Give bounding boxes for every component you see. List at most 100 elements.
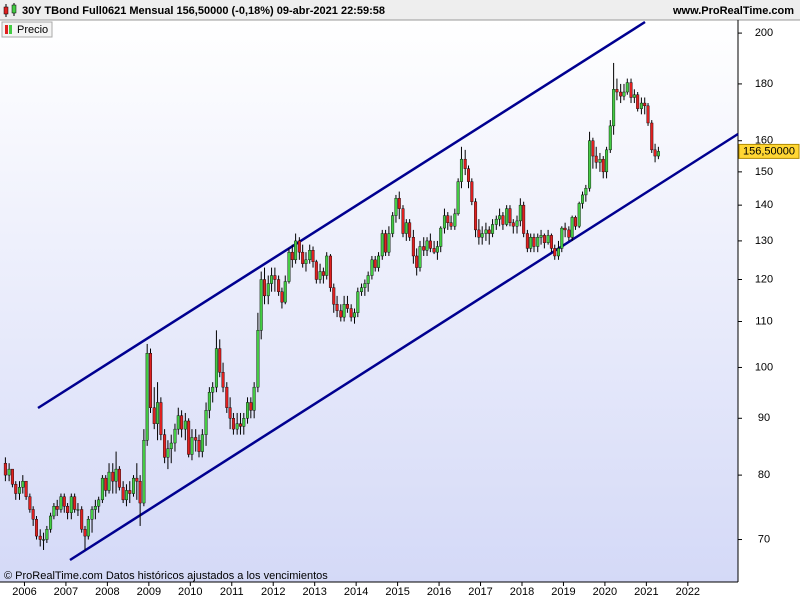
candle-body [246,402,250,419]
candle-body [225,386,229,408]
candle-body [328,255,332,288]
candle-body [142,440,146,504]
candle-body [598,158,602,163]
candle-body [459,158,463,182]
candle-body [52,506,56,517]
candle-body [228,407,232,419]
candle-body [588,140,592,189]
candle-body [470,181,474,202]
candle-body [449,222,453,227]
candle-body [321,271,325,276]
candle-body [283,281,287,303]
candle-body [97,499,101,507]
candle-body [650,122,654,151]
candle-body [132,477,136,494]
candle-body [467,168,471,182]
candle-body [615,89,619,93]
candle-body [332,287,336,305]
candle-body [277,279,281,292]
y-tick-label: 200 [755,27,773,39]
x-tick-label: 2015 [385,586,409,598]
site: www.ProRealTime.com [672,5,794,17]
candle-body [152,407,156,424]
candle-body [62,496,66,507]
candle-body [391,215,395,234]
candle-body [442,215,446,229]
y-tick-label: 80 [758,469,770,481]
candle-body [183,420,187,430]
candle-body [435,246,439,253]
candle-body [356,291,360,313]
x-tick-label: 2018 [510,586,534,598]
candle-body [107,471,111,491]
candle-body [518,204,522,222]
candle-body [553,248,557,257]
y-tick-label: 90 [758,412,770,424]
candle-body [546,235,550,243]
candle-body [294,240,298,261]
candle-body [505,208,509,225]
candle-body [242,418,246,427]
candle-body [93,506,97,510]
candle-body [456,181,460,215]
candle-body [314,261,318,280]
candle-body [453,213,457,227]
y-tick-label: 100 [755,361,773,373]
candle-body [563,227,567,231]
candle-body [218,348,222,373]
candle-body [567,229,571,238]
candle-body [363,283,367,288]
candle-body [549,235,553,249]
candle-body [80,509,84,530]
candle-body [370,259,374,276]
x-tick-label: 2022 [676,586,700,598]
candle-body [532,237,536,247]
x-tick-label: 2007 [54,586,78,598]
trend-line [69,132,739,562]
candle-body [477,229,481,238]
candle-body [335,304,339,311]
candle-body [360,287,364,292]
candle-body [138,480,142,504]
y-tick-label: 110 [755,315,773,327]
candle-body [266,283,270,297]
candle-body [90,509,94,520]
candle-body [200,434,204,452]
candle-body [646,105,650,124]
candle-body [656,151,660,157]
candle-body [345,304,349,309]
candle-body [287,251,291,282]
y-tick-label: 150 [755,166,773,178]
candle-body [69,496,73,513]
candle-body [38,535,42,540]
last-price-box [738,143,800,159]
candle-body [539,235,543,238]
candle-body [342,304,346,318]
legend-label: Precio [17,24,48,36]
candle-body [636,94,640,109]
candle-body [612,89,616,127]
candles [3,62,660,550]
candle-body [432,248,436,253]
y-tick-label: 140 [755,199,773,211]
x-tick-label: 2019 [551,586,575,598]
candle-body [211,386,215,393]
candle-body [159,402,163,435]
candle-body [197,440,201,452]
candle-body [484,229,488,234]
candle-body [570,217,574,238]
candle-body [573,217,577,227]
candle-body [190,437,194,455]
candle-body [235,423,239,430]
candle-body [639,102,643,109]
candle-body [325,255,329,276]
candle-body [259,279,263,331]
candle-body [643,102,647,107]
candle-body [176,415,180,430]
candle-body [474,201,478,231]
x-tick-label: 2013 [302,586,326,598]
candle-body [17,487,21,494]
y-tick-label: 70 [758,533,770,545]
candle-body [207,392,211,411]
